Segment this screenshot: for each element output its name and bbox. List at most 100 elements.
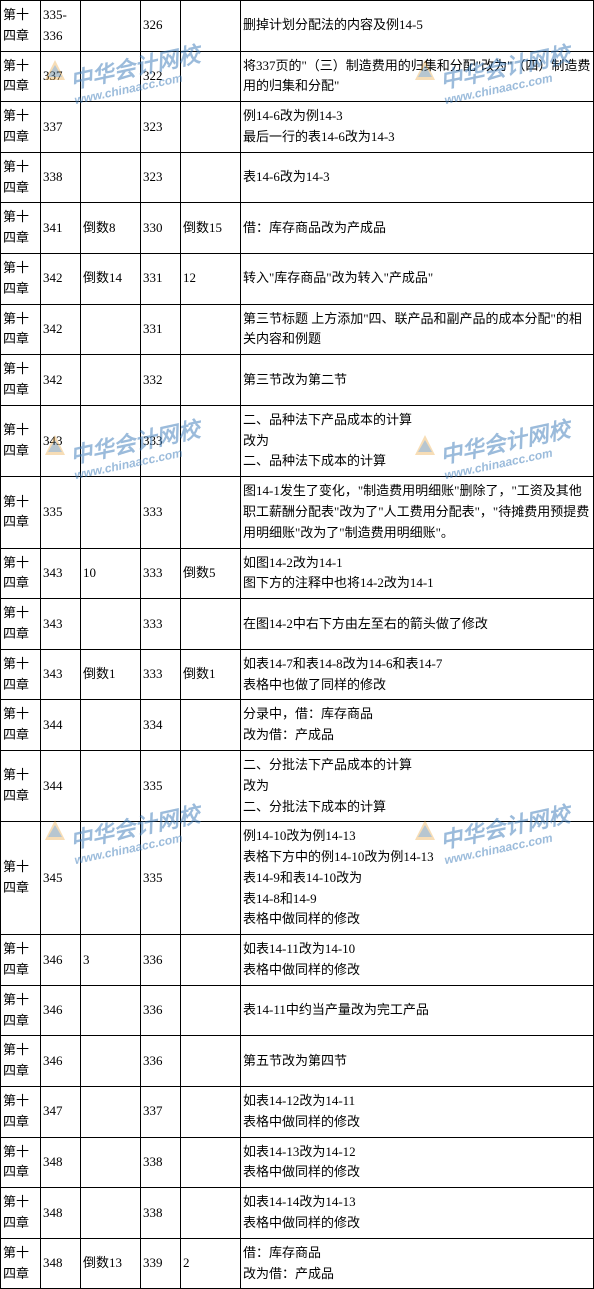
cell-desc: 表14-11中约当产量改为完工产品 xyxy=(241,985,594,1036)
cell-line2: 2 xyxy=(181,1238,241,1289)
table-row: 第十四章337322将337页的"（三）制造费用的归集和分配"改为"（四）制造费… xyxy=(1,51,594,102)
cell-chapter: 第十四章 xyxy=(1,750,41,821)
table-row: 第十四章3463336 如表14-11改为14-10表格中做同样的修改 xyxy=(1,935,594,986)
cell-line2: 12 xyxy=(181,253,241,304)
cell-page1: 338 xyxy=(41,152,81,203)
cell-line1 xyxy=(81,1036,141,1087)
cell-page2: 326 xyxy=(141,1,181,52)
table-row: 第十四章335333图14-1发生了变化，"制造费用明细账"删除了，"工资及其他… xyxy=(1,477,594,548)
table-row: 第十四章341倒数8330倒数15借：库存商品改为产成品 xyxy=(1,203,594,254)
cell-chapter: 第十四章 xyxy=(1,51,41,102)
cell-line2 xyxy=(181,935,241,986)
cell-page1: 344 xyxy=(41,750,81,821)
cell-line2 xyxy=(181,1036,241,1087)
cell-line2: 倒数5 xyxy=(181,548,241,599)
cell-line2 xyxy=(181,985,241,1036)
cell-line2 xyxy=(181,477,241,548)
cell-line2 xyxy=(181,822,241,935)
cell-chapter: 第十四章 xyxy=(1,649,41,700)
cell-line1 xyxy=(81,700,141,751)
cell-page1: 337 xyxy=(41,51,81,102)
cell-page2: 333 xyxy=(141,649,181,700)
cell-desc: 分录中，借：库存商品改为借：产成品 xyxy=(241,700,594,751)
cell-desc: 如表14-7和表14-8改为14-6和表14-7表格中也做了同样的修改 xyxy=(241,649,594,700)
table-row: 第十四章343333二、品种法下产品成本的计算改为二、品种法下成本的计算 xyxy=(1,405,594,476)
table-row: 第十四章342倒数1433112转入"库存商品"改为转入"产成品" xyxy=(1,253,594,304)
cell-desc: 如表14-11改为14-10表格中做同样的修改 xyxy=(241,935,594,986)
cell-line1 xyxy=(81,152,141,203)
cell-chapter: 第十四章 xyxy=(1,152,41,203)
table-row: 第十四章348338如表14-14改为14-13表格中做同样的修改 xyxy=(1,1188,594,1239)
cell-line2 xyxy=(181,405,241,476)
cell-page2: 332 xyxy=(141,355,181,406)
cell-desc: 二、分批法下产品成本的计算改为二、分批法下成本的计算 xyxy=(241,750,594,821)
cell-page1: 343 xyxy=(41,548,81,599)
table-row: 第十四章342332第三节改为第二节 xyxy=(1,355,594,406)
cell-line1 xyxy=(81,985,141,1036)
cell-page1: 342 xyxy=(41,304,81,355)
cell-line2 xyxy=(181,152,241,203)
cell-line1: 3 xyxy=(81,935,141,986)
cell-page2: 338 xyxy=(141,1137,181,1188)
cell-page2: 331 xyxy=(141,304,181,355)
cell-page1: 341 xyxy=(41,203,81,254)
cell-line1 xyxy=(81,1087,141,1138)
cell-desc: 如表14-12改为14-11表格中做同样的修改 xyxy=(241,1087,594,1138)
cell-page2: 334 xyxy=(141,700,181,751)
cell-line1: 倒数13 xyxy=(81,1238,141,1289)
cell-chapter: 第十四章 xyxy=(1,304,41,355)
cell-line2 xyxy=(181,102,241,153)
table-row: 第十四章343倒数1333倒数1如表14-7和表14-8改为14-6和表14-7… xyxy=(1,649,594,700)
cell-line1 xyxy=(81,750,141,821)
cell-page2: 336 xyxy=(141,985,181,1036)
cell-line2: 倒数15 xyxy=(181,203,241,254)
cell-page1: 346 xyxy=(41,1036,81,1087)
cell-line1 xyxy=(81,599,141,650)
cell-desc: 如表14-13改为14-12表格中做同样的修改 xyxy=(241,1137,594,1188)
cell-chapter: 第十四章 xyxy=(1,1137,41,1188)
cell-page1: 348 xyxy=(41,1238,81,1289)
cell-line2 xyxy=(181,304,241,355)
cell-desc: 将337页的"（三）制造费用的归集和分配"改为"（四）制造费用的归集和分配" xyxy=(241,51,594,102)
cell-line1: 倒数14 xyxy=(81,253,141,304)
table-row: 第十四章34310333倒数5如图14-2改为14-1图下方的注释中也将14-2… xyxy=(1,548,594,599)
table-row: 第十四章338323表14-6改为14-3 xyxy=(1,152,594,203)
table-row: 第十四章337323例14-6改为例14-3最后一行的表14-6改为14-3 xyxy=(1,102,594,153)
cell-line1 xyxy=(81,355,141,406)
cell-page1: 337 xyxy=(41,102,81,153)
table-row: 第十四章348倒数133392借：库存商品改为借：产成品 xyxy=(1,1238,594,1289)
cell-line1: 倒数8 xyxy=(81,203,141,254)
cell-desc: 转入"库存商品"改为转入"产成品" xyxy=(241,253,594,304)
cell-line1 xyxy=(81,477,141,548)
cell-desc: 借：库存商品改为产成品 xyxy=(241,203,594,254)
cell-page2: 333 xyxy=(141,599,181,650)
cell-page2: 336 xyxy=(141,935,181,986)
cell-chapter: 第十四章 xyxy=(1,253,41,304)
cell-chapter: 第十四章 xyxy=(1,1188,41,1239)
cell-page2: 337 xyxy=(141,1087,181,1138)
cell-desc: 二、品种法下产品成本的计算改为二、品种法下成本的计算 xyxy=(241,405,594,476)
cell-page2: 331 xyxy=(141,253,181,304)
cell-page1: 343 xyxy=(41,599,81,650)
table-row: 第十四章343333在图14-2中右下方由左至右的箭头做了修改 xyxy=(1,599,594,650)
cell-page1: 335 xyxy=(41,477,81,548)
cell-page1: 346 xyxy=(41,935,81,986)
cell-desc: 在图14-2中右下方由左至右的箭头做了修改 xyxy=(241,599,594,650)
cell-line2 xyxy=(181,750,241,821)
cell-chapter: 第十四章 xyxy=(1,405,41,476)
cell-chapter: 第十四章 xyxy=(1,1238,41,1289)
cell-desc: 第三节改为第二节 xyxy=(241,355,594,406)
cell-chapter: 第十四章 xyxy=(1,935,41,986)
cell-chapter: 第十四章 xyxy=(1,822,41,935)
table-row: 第十四章342331第三节标题 上方添加"四、联产品和副产品的成本分配"的相关内… xyxy=(1,304,594,355)
cell-page2: 335 xyxy=(141,822,181,935)
cell-page2: 339 xyxy=(141,1238,181,1289)
table-row: 第十四章346336第五节改为第四节 xyxy=(1,1036,594,1087)
cell-desc: 如表14-14改为14-13表格中做同样的修改 xyxy=(241,1188,594,1239)
cell-page2: 335 xyxy=(141,750,181,821)
cell-line1 xyxy=(81,304,141,355)
cell-line2 xyxy=(181,1087,241,1138)
cell-page1: 335-336 xyxy=(41,1,81,52)
cell-page2: 338 xyxy=(141,1188,181,1239)
cell-page2: 333 xyxy=(141,548,181,599)
